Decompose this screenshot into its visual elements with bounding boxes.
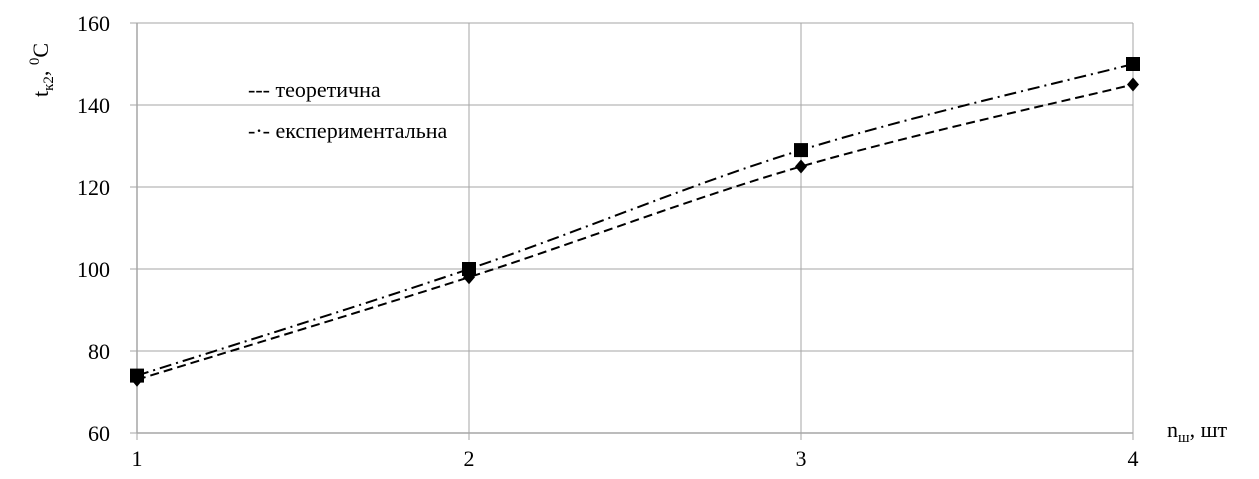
data-point-diamond — [795, 159, 807, 174]
y-tick-label: 60 — [88, 421, 110, 446]
y-tick-label: 140 — [77, 93, 110, 118]
tick-labels: 60 80 100 120 140 160 1 2 3 4 — [77, 11, 1139, 471]
x-tick-label: 1 — [132, 446, 143, 471]
data-point-square — [794, 143, 808, 158]
series-line-theoretical — [136, 83, 1134, 381]
x-axis-label: nш, шт — [1167, 417, 1228, 446]
legend-item-theoretical: --- теоретична — [248, 77, 381, 102]
x-tick-label: 4 — [1128, 446, 1139, 471]
axes — [130, 22, 1134, 440]
legend: --- теоретична -·- експериментальна — [248, 77, 448, 143]
data-point-square — [462, 262, 476, 276]
y-tick-label: 160 — [77, 11, 110, 36]
series-group — [130, 57, 1140, 387]
x-tick-label: 3 — [796, 446, 807, 471]
x-tick-label: 2 — [464, 446, 475, 471]
y-tick-label: 80 — [88, 339, 110, 364]
data-point-square — [1126, 57, 1140, 71]
y-axis-label: tк2, 0C — [27, 43, 57, 97]
data-point-diamond — [1127, 77, 1139, 92]
y-tick-label: 100 — [77, 257, 110, 282]
legend-item-experimental: -·- експериментальна — [248, 118, 448, 143]
y-tick-label: 120 — [77, 175, 110, 200]
data-point-square — [130, 368, 144, 383]
series-line-experimental — [136, 63, 1134, 377]
